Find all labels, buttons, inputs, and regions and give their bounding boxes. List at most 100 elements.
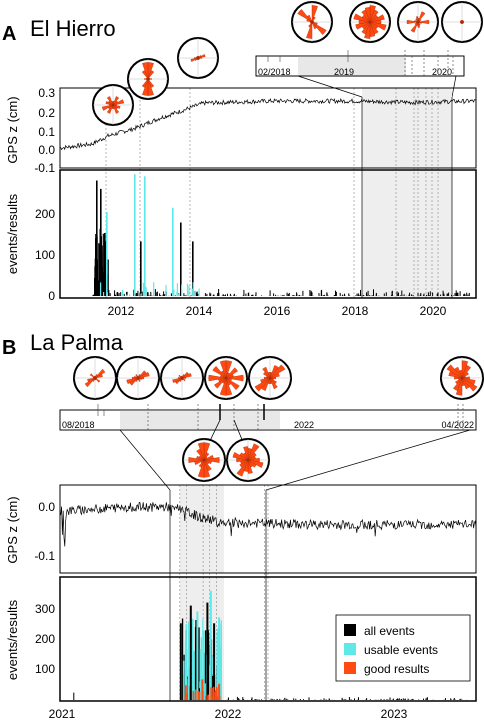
bar-a-noise bbox=[446, 293, 448, 296]
bar-b-noise bbox=[404, 698, 406, 700]
bar-a-noise bbox=[251, 294, 253, 296]
bar-b-noise bbox=[404, 699, 406, 700]
bar-b-noise bbox=[411, 699, 413, 700]
bar-a-usable-2 bbox=[144, 176, 146, 296]
rose-b-4 bbox=[204, 356, 248, 400]
events-b-y-label: events/results bbox=[5, 599, 20, 680]
bar-a-noise bbox=[456, 292, 458, 296]
bar-a-noise bbox=[286, 292, 288, 296]
bar-a-noise bbox=[339, 292, 341, 296]
bar-a-noise bbox=[468, 292, 470, 296]
bar-a-usable-small bbox=[194, 291, 196, 296]
bar-b-noise bbox=[270, 698, 272, 700]
bar-a-noise bbox=[212, 294, 214, 296]
bar-a-noise bbox=[206, 293, 208, 296]
bar-a-usable-1 bbox=[134, 174, 136, 296]
bar-a-noise bbox=[126, 291, 128, 296]
bar-b-noise bbox=[342, 699, 344, 700]
events-b-y-tick-label-300: 300 bbox=[35, 602, 55, 616]
bar-a-noise bbox=[243, 289, 245, 296]
inset-a-tick-label-2020: 2020 bbox=[432, 67, 452, 77]
bar-b-good-small bbox=[216, 687, 218, 700]
bar-a-noise bbox=[335, 290, 336, 296]
events-axis-b: 300 200 100 events/results 2021 2022 202… bbox=[5, 576, 477, 721]
bar-b-cluster bbox=[192, 619, 194, 700]
x-tick-label-2014: 2014 bbox=[186, 304, 213, 318]
legend-label-good: good results bbox=[364, 662, 429, 676]
bar-b-noise bbox=[272, 698, 274, 700]
bar-a-cluster bbox=[94, 266, 96, 296]
bar-b-noise bbox=[285, 698, 287, 700]
bar-a-noise bbox=[210, 293, 212, 296]
rose-a-4 bbox=[291, 1, 333, 43]
bar-a-usable-small bbox=[186, 283, 189, 296]
bar-a-noise bbox=[429, 295, 431, 296]
bar-b-cluster bbox=[220, 624, 222, 700]
bar-b-noise bbox=[295, 698, 297, 700]
bar-a-noise bbox=[385, 292, 387, 296]
bar-a-noise bbox=[156, 292, 158, 296]
bar-a-usable-small bbox=[122, 290, 124, 296]
gps-a-y-tick-label-00: 0.0 bbox=[38, 143, 55, 157]
bar-a-noise bbox=[137, 290, 139, 296]
bar-b-cluster bbox=[200, 637, 202, 700]
bar-a-noise bbox=[269, 290, 271, 296]
bar-a-noise bbox=[454, 293, 456, 296]
bar-a-usable-small bbox=[140, 293, 142, 296]
bar-b-noise bbox=[426, 698, 428, 700]
bar-a-noise bbox=[369, 295, 371, 296]
bar-b-noise bbox=[238, 698, 240, 700]
bar-a-noise bbox=[400, 295, 401, 296]
bar-a-noise bbox=[283, 294, 285, 296]
bar-a-noise bbox=[197, 293, 199, 296]
bar-a-usable-small bbox=[165, 284, 167, 296]
bar-b-noise bbox=[325, 699, 327, 700]
bar-b-noise bbox=[398, 698, 400, 700]
gps-b-series-line bbox=[59, 501, 477, 547]
events-a-bars bbox=[92, 174, 470, 296]
bar-b-noise bbox=[450, 698, 452, 700]
gps-b-y-tick-label-00: 0.0 bbox=[38, 500, 55, 514]
bar-a-noise bbox=[432, 292, 434, 296]
bar-a-noise bbox=[109, 293, 111, 296]
bar-a-cluster bbox=[102, 266, 104, 296]
bar-b-noise bbox=[239, 699, 241, 700]
bar-b-cluster bbox=[187, 621, 190, 700]
bar-a-noise bbox=[366, 295, 368, 296]
bar-a-noise bbox=[123, 293, 125, 296]
panel-b-roses bbox=[73, 356, 484, 482]
bar-b-good-small bbox=[211, 696, 213, 700]
bar-b-noise bbox=[279, 698, 281, 700]
bar-a-noise bbox=[248, 295, 250, 296]
bar-a-usable-small bbox=[173, 289, 175, 296]
bar-a-noise bbox=[457, 292, 459, 296]
bar-b-noise bbox=[389, 697, 391, 700]
bar-b-cluster bbox=[183, 660, 185, 700]
bar-a-noise bbox=[170, 293, 172, 296]
bar-a-noise bbox=[323, 295, 325, 296]
bar-b-cluster bbox=[192, 676, 195, 700]
bar-a-noise bbox=[196, 291, 198, 296]
events-b-y-tick-label-200: 200 bbox=[35, 632, 55, 646]
bar-a-noise bbox=[163, 291, 165, 296]
bar-a-noise bbox=[398, 292, 399, 296]
bar-b-cluster bbox=[198, 627, 200, 700]
bar-a-noise bbox=[195, 294, 197, 296]
bar-a-usable-small bbox=[129, 294, 131, 296]
bar-b-good-small bbox=[198, 691, 201, 700]
gps-a-y-tick-label-01: 0.1 bbox=[38, 125, 55, 139]
bar-b-good-1 bbox=[201, 679, 204, 700]
bar-a-noise bbox=[229, 293, 231, 296]
bar-a-cluster bbox=[98, 244, 100, 296]
bar-a-noise bbox=[242, 295, 244, 296]
bar-b-noise bbox=[402, 698, 404, 700]
bar-a-noise bbox=[360, 289, 361, 296]
bar-b-noise bbox=[410, 699, 412, 700]
bar-b-noise bbox=[357, 698, 359, 700]
bar-b-noise bbox=[407, 698, 409, 700]
bar-a-noise bbox=[137, 295, 139, 296]
bar-a-noise bbox=[150, 291, 152, 296]
bar-a-usable-small bbox=[133, 291, 135, 296]
bar-b-noise bbox=[348, 697, 350, 700]
bar-a-cluster bbox=[107, 273, 109, 296]
